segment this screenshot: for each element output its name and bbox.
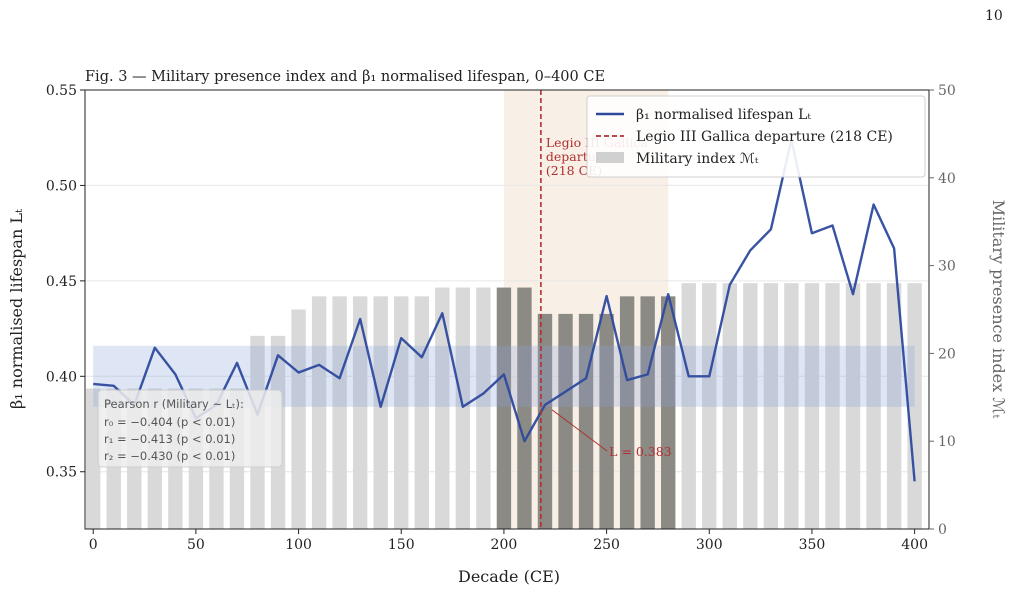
legend-label: β₁ normalised lifespan Lₜ: [636, 107, 811, 123]
bar: [291, 309, 306, 529]
bar: [866, 283, 881, 529]
x-tick-label: 300: [696, 537, 723, 553]
bar: [845, 283, 861, 529]
x-tick-label: 50: [187, 537, 205, 553]
legend-label: Legio III Gallica departure (218 CE): [636, 129, 893, 145]
pearson-box: [97, 389, 283, 468]
bar-highlighted: [496, 287, 512, 529]
legend-label: Military index ℳₜ: [636, 151, 759, 167]
bar-highlighted: [661, 296, 676, 529]
bar: [476, 287, 491, 529]
bar-highlighted: [517, 287, 532, 529]
bar: [455, 287, 471, 529]
x-tick-label: 350: [799, 537, 826, 553]
bar: [722, 283, 737, 529]
x-axis-label: Decade (CE): [458, 567, 560, 586]
y-right-tick-label: 20: [938, 346, 956, 362]
y-right-tick-label: 10: [938, 434, 956, 450]
x-tick-label: 100: [285, 537, 312, 553]
bar: [332, 296, 347, 529]
y-tick-label: 0.55: [46, 83, 77, 99]
y-axis-label: β₁ normalised lifespan Lₜ: [7, 209, 26, 409]
bar: [414, 296, 429, 529]
y-right-tick-label: 50: [938, 83, 956, 99]
bar: [311, 296, 327, 529]
bar: [743, 283, 758, 529]
y-tick-label: 0.35: [46, 465, 77, 481]
x-tick-label: 0: [89, 537, 98, 553]
pearson-line: r₂ = −0.430 (p < 0.01): [104, 449, 235, 463]
page-number: 10: [985, 8, 1003, 24]
lifespan-line: [93, 138, 916, 482]
chart-title: Fig. 3 — Military presence index and β₁ …: [85, 69, 605, 85]
y-axis-right-label: Military presence index ℳₜ: [989, 200, 1008, 419]
x-tick-label: 250: [593, 537, 620, 553]
axes-frame: [84, 89, 930, 530]
y-right-tick-label: 0: [938, 522, 947, 538]
bar: [825, 283, 840, 529]
bar: [352, 296, 368, 529]
bar: [373, 296, 388, 529]
bar: [681, 283, 696, 529]
y-tick-label: 0.40: [46, 369, 77, 385]
y-right-tick-label: 30: [938, 259, 956, 275]
bar: [804, 283, 820, 529]
bar: [763, 283, 779, 529]
bar-highlighted: [619, 296, 635, 529]
legend-swatch-patch: [596, 152, 624, 163]
pearson-line: r₀ = −0.404 (p < 0.01): [104, 415, 235, 429]
legend-box: [586, 95, 926, 178]
bar: [784, 283, 799, 529]
bar-highlighted: [640, 296, 655, 529]
bar: [86, 388, 101, 529]
bar: [886, 283, 902, 529]
x-tick-label: 150: [388, 537, 415, 553]
x-tick-label: 200: [491, 537, 518, 553]
y-tick-label: 0.50: [46, 178, 77, 194]
bar: [702, 283, 717, 529]
bar: [435, 287, 450, 529]
bar-highlighted: [558, 313, 573, 529]
y-tick-label: 0.45: [46, 274, 77, 290]
annotation-label: L = 0.383: [609, 444, 672, 459]
pearson-title: Pearson r (Military ~ Lₜ):: [104, 397, 244, 411]
annotation-arrow: [551, 409, 608, 452]
pearson-line: r₁ = −0.413 (p < 0.01): [104, 432, 235, 446]
y-right-tick-label: 40: [938, 171, 956, 187]
bar: [394, 296, 409, 529]
x-tick-label: 400: [901, 537, 928, 553]
bar-highlighted: [599, 313, 614, 529]
bar: [907, 283, 922, 529]
